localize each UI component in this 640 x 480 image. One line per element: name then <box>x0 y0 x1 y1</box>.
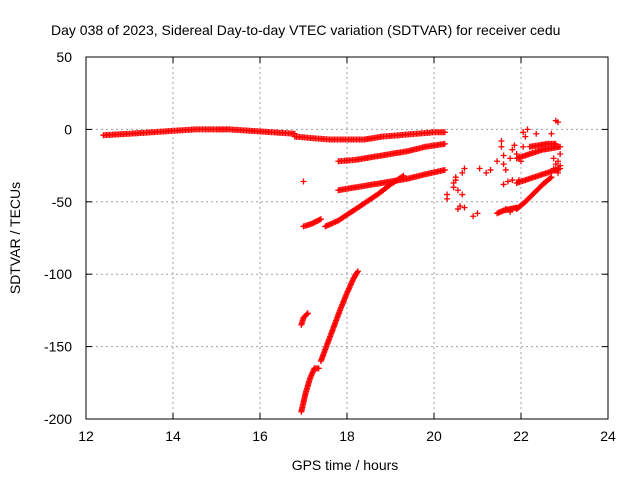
series-track-1 <box>100 126 298 139</box>
data-point <box>548 174 555 181</box>
series-track-12 <box>513 165 564 186</box>
data-point <box>557 151 564 158</box>
data-point <box>483 169 490 176</box>
chart-title: Day 038 of 2023, Sidereal Day-to-day VTE… <box>51 22 560 38</box>
series-track-2 <box>291 129 448 143</box>
data-point <box>509 177 516 184</box>
data-point <box>504 178 511 185</box>
data-point <box>498 137 505 144</box>
data-point <box>315 365 322 372</box>
data-point <box>300 178 307 185</box>
series-track-6 <box>322 172 407 230</box>
data-point <box>304 310 311 317</box>
data-point <box>520 129 527 136</box>
series-track-5 <box>300 216 324 230</box>
data-point <box>522 133 529 140</box>
data-point <box>547 175 554 182</box>
x-tick-label: 12 <box>78 428 94 444</box>
data-point <box>474 210 481 217</box>
data-point <box>470 213 477 220</box>
series-track-7 <box>298 365 322 415</box>
data-point <box>487 166 494 173</box>
data-point <box>476 165 483 172</box>
series-track-14 <box>526 140 559 150</box>
data-point <box>550 155 557 162</box>
series-track-11 <box>513 174 555 213</box>
data-point <box>533 130 540 137</box>
grid <box>86 57 608 419</box>
series-track-13 <box>513 143 564 162</box>
data-point <box>459 191 466 198</box>
data-point <box>509 146 516 153</box>
y-tick-label: -200 <box>44 411 72 427</box>
data-point <box>520 143 527 150</box>
x-tick-label: 20 <box>426 428 442 444</box>
axis-ticks: 12 14 16 18 20 22 24 50 0 -50 -100 -150 -200 <box>44 49 616 444</box>
data-point <box>550 165 557 172</box>
data-point <box>500 152 507 159</box>
y-tick-label: 50 <box>56 49 72 65</box>
series-track-4 <box>335 166 448 194</box>
data-point <box>511 142 518 149</box>
data-point <box>459 169 466 176</box>
series-track-9 <box>298 310 311 328</box>
data-point <box>454 187 461 194</box>
data-point <box>507 155 514 162</box>
data-point <box>548 130 555 137</box>
data-point <box>500 181 507 188</box>
data-point <box>500 161 507 168</box>
data-point <box>457 203 464 210</box>
data-point <box>452 177 459 184</box>
x-tick-label: 16 <box>252 428 268 444</box>
data-point <box>303 311 310 318</box>
data-point <box>461 165 468 172</box>
data-point <box>354 268 361 275</box>
data-point <box>399 173 406 180</box>
data-point <box>502 166 509 173</box>
data-point <box>557 162 564 169</box>
series-track-8 <box>317 268 361 365</box>
data-point <box>554 169 561 176</box>
data-point <box>498 143 505 150</box>
data-point <box>554 158 561 165</box>
x-tick-label: 24 <box>600 428 616 444</box>
data-point <box>441 129 448 136</box>
x-tick-label: 18 <box>339 428 355 444</box>
x-axis-label: GPS time / hours <box>292 457 399 473</box>
data-point <box>441 140 448 147</box>
series-track-10 <box>494 204 520 217</box>
x-tick-label: 22 <box>513 428 529 444</box>
data-point <box>400 172 407 179</box>
y-tick-label: 0 <box>64 121 72 137</box>
data-points <box>100 117 564 415</box>
y-axis-label: SDTVAR / TECUs <box>7 182 23 294</box>
data-point <box>552 140 559 147</box>
data-point <box>317 216 324 223</box>
series-cluster-3 <box>522 117 564 176</box>
data-point <box>557 143 564 150</box>
y-tick-label: -150 <box>44 339 72 355</box>
series-cluster-1 <box>300 165 468 213</box>
data-point <box>444 195 451 202</box>
data-point <box>354 269 361 276</box>
y-tick-label: -50 <box>52 194 72 210</box>
series-track-3 <box>335 140 448 165</box>
data-point <box>450 184 457 191</box>
data-point <box>441 166 448 173</box>
data-point <box>524 126 531 133</box>
data-point <box>494 158 501 165</box>
y-tick-label: -100 <box>44 266 72 282</box>
data-point <box>554 119 561 126</box>
x-tick-label: 14 <box>165 428 181 444</box>
data-point <box>461 204 468 211</box>
